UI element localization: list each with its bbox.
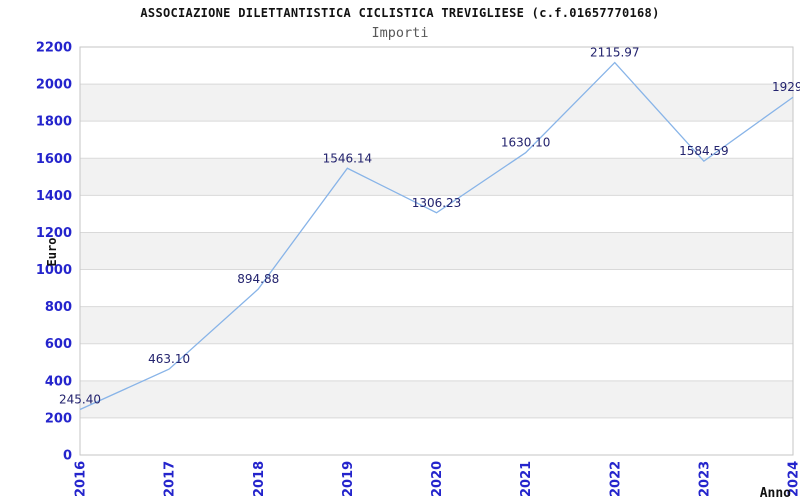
data-point-label: 1306.23	[412, 196, 462, 210]
plot-band	[80, 232, 793, 270]
y-axis-tick-label: 2000	[36, 78, 72, 93]
x-axis-tick-label: 2021	[519, 461, 534, 497]
y-axis-tick-label: 1600	[36, 152, 72, 167]
data-point-label: 1929.1	[772, 80, 800, 94]
x-axis-tick-label: 2017	[163, 461, 178, 497]
y-axis-tick-label: 1400	[36, 189, 72, 204]
y-axis-tick-label: 400	[45, 374, 72, 389]
y-axis-tick-label: 200	[45, 411, 72, 426]
data-point-label: 1584.59	[679, 144, 729, 158]
x-axis-tick-label: 2018	[252, 461, 267, 497]
data-point-label: 1546.14	[323, 151, 373, 165]
y-axis-tick-label: 1000	[36, 263, 72, 278]
data-point-label: 245.40	[59, 392, 101, 406]
data-point-label: 463.10	[148, 352, 190, 366]
x-axis-tick-label: 2016	[74, 461, 89, 497]
data-point-label: 894.88	[237, 272, 279, 286]
data-point-label: 1630.10	[501, 136, 551, 150]
series-line	[79, 61, 794, 411]
plot-band	[80, 158, 793, 196]
x-axis-title: Anno	[760, 486, 791, 500]
x-axis-tick-label: 2023	[697, 461, 712, 497]
y-axis-tick-label: 0	[63, 449, 72, 464]
plot-frame	[79, 46, 794, 456]
chart-subtitle: Importi	[371, 25, 429, 41]
y-axis-tick-label: 600	[45, 337, 72, 352]
y-axis-tick-label: 1200	[36, 226, 72, 241]
x-axis-tick-label: 2024	[787, 461, 800, 497]
y-axis-title: Euro	[45, 238, 59, 267]
y-axis-tick-label: 2200	[36, 41, 72, 56]
x-axis-tick-label: 2022	[608, 461, 623, 497]
x-axis-tick-label: 2020	[430, 461, 445, 497]
plot-band	[80, 306, 793, 344]
y-axis-tick-label: 800	[45, 300, 72, 315]
plot-band	[80, 380, 793, 418]
plot-band	[80, 84, 793, 122]
chart-title: ASSOCIAZIONE DILETTANTISTICA CICLISTICA …	[140, 6, 660, 20]
y-axis-tick-label: 1800	[36, 115, 72, 130]
x-axis-tick-label: 2019	[341, 461, 356, 497]
data-point-label: 2115.97	[590, 46, 640, 60]
